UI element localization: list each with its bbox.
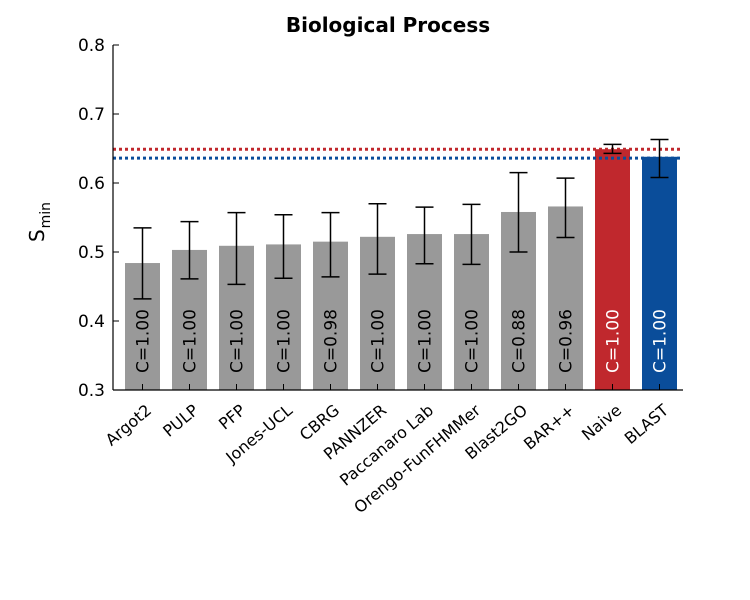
y-tick-label-4: 0.7 — [78, 105, 105, 125]
x-tick-label-10: Naive — [578, 401, 625, 445]
chart-title: Biological Process — [286, 13, 490, 37]
bar-label-3: C=1.00 — [275, 309, 295, 373]
bar-11 — [642, 156, 677, 390]
bar-10 — [595, 149, 630, 390]
y-tick-label-5: 0.8 — [78, 36, 105, 56]
y-tick-label-1: 0.4 — [78, 312, 105, 332]
y-tick-label-3: 0.6 — [78, 174, 105, 194]
y-tick-label-2: 0.5 — [78, 243, 105, 263]
bar-label-1: C=1.00 — [181, 309, 201, 373]
plot-area: C=1.00 C=1.00 C=1.00 C=1.00 C=0.98 C=1.00 C=1.… — [78, 36, 683, 517]
bar-label-5: C=1.00 — [369, 309, 389, 373]
bar-label-9: C=0.96 — [557, 309, 577, 373]
y-tick-label-0: 0.3 — [78, 381, 105, 401]
x-tick-label-11: BLAST — [621, 400, 673, 448]
bar-label-0: C=1.00 — [134, 309, 154, 373]
x-tick-label-2: PFP — [215, 400, 249, 433]
y-axis-label-sub: min — [38, 202, 54, 228]
y-axis-label: Smin — [25, 202, 54, 242]
bar-label-4: C=0.98 — [322, 309, 342, 373]
x-tick-label-9: BAR++ — [520, 401, 578, 454]
bar-label-10: C=1.00 — [604, 309, 624, 373]
bar-label-2: C=1.00 — [228, 309, 248, 373]
svg-text:Smin: Smin — [25, 202, 54, 242]
x-tick-label-1: PULP — [159, 400, 202, 440]
bar-label-6: C=1.00 — [416, 309, 436, 373]
y-axis-label-main: S — [25, 229, 49, 242]
bar-label-7: C=1.00 — [463, 309, 483, 373]
bar-label-8: C=0.88 — [510, 309, 530, 373]
x-tick-label-0: Argot2 — [102, 401, 155, 450]
bar-label-11: C=1.00 — [651, 309, 671, 373]
